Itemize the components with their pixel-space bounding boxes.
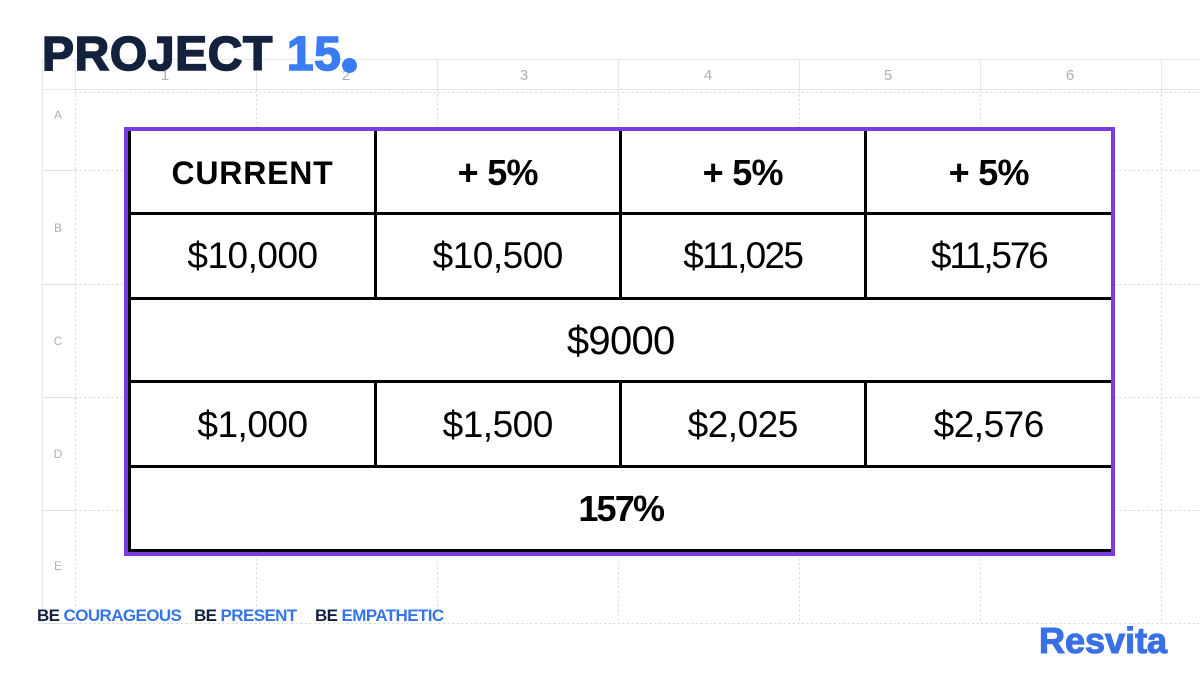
svg-text:2: 2 bbox=[342, 67, 350, 84]
svg-text:6: 6 bbox=[1066, 67, 1074, 84]
svg-text:A: A bbox=[54, 108, 62, 122]
svg-text:1: 1 bbox=[161, 67, 169, 84]
svg-text:5: 5 bbox=[884, 67, 892, 84]
svg-text:E: E bbox=[54, 559, 62, 573]
svg-text:4: 4 bbox=[704, 67, 712, 84]
svg-text:C: C bbox=[54, 334, 63, 348]
svg-text:D: D bbox=[54, 447, 63, 461]
svg-text:3: 3 bbox=[520, 67, 528, 84]
svg-text:B: B bbox=[54, 221, 62, 235]
